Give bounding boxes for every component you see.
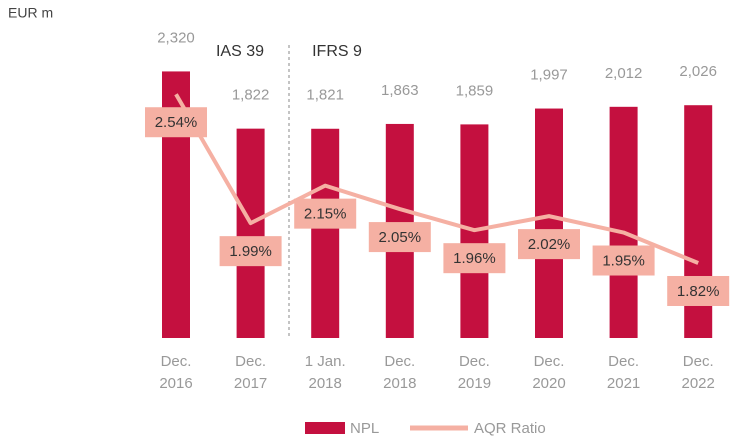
- data-label-box: [667, 275, 730, 306]
- x-tick-label: 2022: [682, 375, 715, 392]
- x-tick-label: Dec.: [161, 353, 192, 370]
- x-tick-label: 2018: [383, 375, 416, 392]
- data-label: 2.15%: [304, 206, 347, 223]
- annotation: IFRS 9: [312, 43, 362, 60]
- bar: [609, 106, 638, 338]
- bar: [311, 128, 340, 338]
- annotation: IAS 39: [216, 43, 264, 60]
- data-label: 2.02%: [528, 236, 571, 253]
- legend-label: AQR Ratio: [474, 420, 546, 437]
- data-label-box: [368, 222, 431, 253]
- bar-value-label: 2,026: [679, 63, 717, 80]
- bar-value-label: 1,997: [530, 67, 568, 84]
- x-tick-label: Dec.: [683, 353, 714, 370]
- bar-value-label: 1,821: [306, 87, 344, 104]
- bar: [236, 128, 265, 338]
- x-tick-label: 2019: [458, 375, 491, 392]
- x-tick-label: Dec.: [235, 353, 266, 370]
- bar-value-label: 1,863: [381, 82, 419, 99]
- bar-value-label: 2,320: [157, 29, 195, 46]
- x-tick-label: 2021: [607, 375, 640, 392]
- bar-value-label: 1,859: [456, 82, 494, 99]
- data-label-box: [294, 198, 357, 229]
- data-label: 2.54%: [155, 114, 198, 131]
- x-tick-label: 2017: [234, 375, 267, 392]
- legend-label: NPL: [350, 420, 379, 437]
- x-tick-label: Dec.: [384, 353, 415, 370]
- data-label: 1.82%: [677, 283, 720, 300]
- legend-swatch: [305, 422, 345, 434]
- line: [174, 93, 699, 265]
- x-tick-label: Dec.: [534, 353, 565, 370]
- data-label-box: [592, 245, 655, 276]
- x-tick-label: 2018: [309, 375, 342, 392]
- data-label: 1.96%: [453, 250, 496, 267]
- data-label-box: [518, 229, 580, 260]
- x-tick-label: Dec.: [459, 353, 490, 370]
- data-label: 1.99%: [229, 243, 272, 260]
- data-label-box: [219, 236, 282, 267]
- data-label: 1.95%: [602, 252, 645, 269]
- x-tick-label: Dec.: [608, 353, 639, 370]
- x-tick-label: 1 Jan.: [305, 353, 346, 370]
- data-label-box: [443, 243, 506, 274]
- bar-value-label: 1,822: [232, 87, 270, 104]
- data-label: 2.05%: [379, 229, 422, 246]
- unit-label: EUR m: [8, 5, 53, 21]
- x-tick-label: 2016: [159, 375, 192, 392]
- bar: [535, 108, 563, 338]
- bar-value-label: 2,012: [605, 65, 643, 82]
- x-tick-label: 2020: [532, 375, 565, 392]
- data-label-box: [145, 107, 207, 138]
